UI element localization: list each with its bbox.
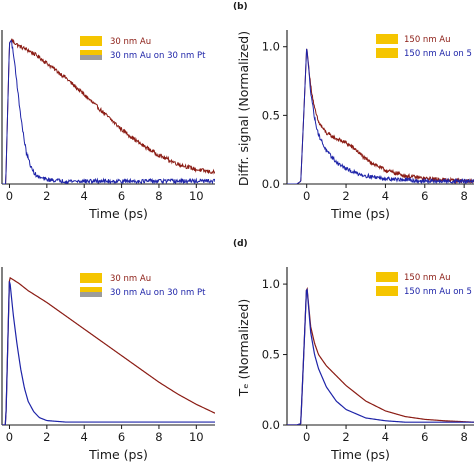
x-tick-label: 10 [189,189,204,203]
panel-label-b: (b) [233,2,248,12]
legend-swatch [376,48,398,58]
legend-entry-label: 150 nm Au [404,273,451,283]
legend-entry-label: 150 nm Au [404,35,451,45]
legend-swatch [80,36,102,46]
x-axis-label: Time (ps) [88,206,148,221]
x-tick-label: 4 [382,430,389,444]
x-tick-label: 4 [81,430,88,444]
x-tick-label: 8 [155,430,162,444]
x-tick-label: 6 [421,189,428,203]
series-line-red [287,48,474,184]
legend-swatch [376,272,398,282]
x-tick-label: 2 [43,430,50,444]
x-tick-label: 6 [118,430,125,444]
legend-swatch [376,34,398,44]
legend-swatch [376,286,398,296]
series-line-red [2,38,215,184]
panel-d: 0 2 4 6 8 0.0 0.5 1.0 Time (ps) Tₑ (Normalized) 15… [236,267,474,462]
y-tick-label: 1.0 [262,40,280,54]
legend-swatch-top [80,287,102,292]
series-line-blue [2,281,215,425]
legend-entry-label: 30 nm Au on 30 nm Pt [110,51,206,61]
series-line-red [2,276,215,425]
legend-entry-label: 150 nm Au on 5 [404,49,472,59]
series-line-blue [287,288,474,425]
y-axis-label: Tₑ (Normalized) [236,299,251,397]
legend-swatch-bottom [80,55,102,60]
y-tick-label: 1.0 [262,277,280,291]
y-axis-label: Diffr. signal (Normalized) [236,31,251,186]
x-axis-label: Time (ps) [330,206,390,221]
legend-entry-label: 30 nm Au [110,274,151,284]
x-tick-label: 4 [382,189,389,203]
x-tick-label: 0 [303,189,310,203]
legend-entry-label: 30 nm Au on 30 nm Pt [110,288,206,298]
x-tick-label: 0 [6,189,13,203]
x-tick-label: 2 [342,430,349,444]
x-tick-label: 2 [43,189,50,203]
series-line-blue [2,39,215,184]
x-tick-label: 8 [460,189,467,203]
x-tick-label: 8 [155,189,162,203]
y-tick-label: 0.5 [262,108,280,122]
x-tick-label: 0 [303,430,310,444]
legend-swatch [80,273,102,283]
x-axis-label: Time (ps) [88,447,148,462]
x-tick-label: 6 [421,430,428,444]
x-tick-label: 10 [189,430,204,444]
series-line-red [287,286,474,425]
x-tick-label: 6 [118,189,125,203]
y-tick-label: 0.0 [262,418,280,432]
y-tick-label: 0.0 [262,177,280,191]
legend-swatch-top [80,50,102,55]
series-line-blue [287,48,474,184]
x-tick-label: 8 [460,430,467,444]
panel-c: 0 2 4 6 8 10 Time (ps) 30 nm Au 30 nm Au on 30 n… [1,267,215,462]
legend-entry-label: 150 nm Au on 5 [404,287,472,297]
panel-a: 0 2 4 6 8 10 Time (ps) 30 nm Au 30 nm Au on 30 n… [1,30,215,221]
legend-entry-label: 30 nm Au [110,37,151,47]
x-tick-label: 0 [6,430,13,444]
panel-b: 0 2 4 6 8 0.0 0.5 1.0 Time (ps) Diffr. signal (No… [236,30,474,221]
panel-label-d: (d) [233,239,248,249]
x-axis-label: Time (ps) [330,447,390,462]
x-tick-label: 2 [342,189,349,203]
x-tick-label: 4 [81,189,88,203]
legend-swatch-bottom [80,292,102,297]
y-tick-label: 0.5 [262,348,280,362]
